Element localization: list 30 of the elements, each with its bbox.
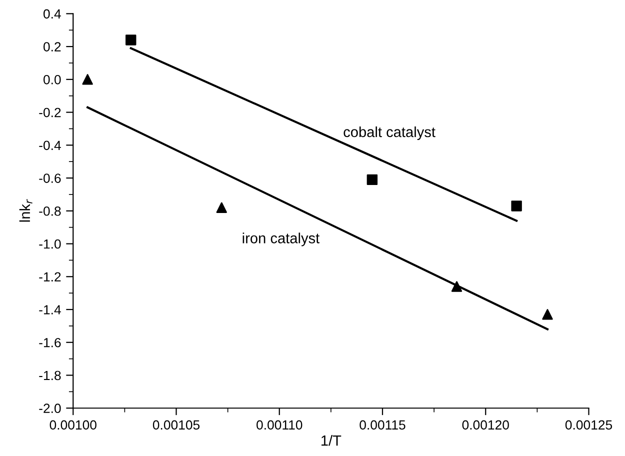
x-tick-label: 0.00120 [462, 420, 509, 430]
series-label: iron catalyst [242, 232, 320, 246]
y-tick-label: -1.8 [39, 370, 61, 380]
y-tick-label: 0.4 [43, 9, 61, 19]
y-tick-label: -1.0 [39, 239, 61, 249]
y-tick-label: -2.0 [39, 404, 61, 414]
point [216, 202, 227, 213]
y-tick-label: -1.6 [39, 338, 61, 348]
point [126, 34, 136, 46]
y-tick-label: -0.4 [39, 140, 61, 150]
series-label: cobalt catalyst [344, 126, 436, 140]
point [511, 200, 522, 212]
point [366, 174, 378, 186]
y-axis-title: lnk$_{r}$ [19, 199, 32, 222]
y-tick-label: -0.6 [39, 174, 61, 183]
x-tick-label: 0.00105 [152, 420, 200, 430]
y-tick-label: -0.2 [39, 108, 61, 118]
point [451, 281, 462, 292]
y-tick-label: 0.2 [43, 42, 61, 52]
y-tick-label: -0.8 [39, 206, 61, 216]
y-tick-label: -1.2 [39, 272, 61, 282]
point [542, 309, 553, 320]
x-axis-title: 1/T [322, 435, 342, 446]
y-tick-label: -1.4 [39, 305, 61, 314]
x-tick-label: 0.00125 [565, 420, 612, 430]
point [82, 74, 93, 85]
x-tick-label: 0.00110 [256, 420, 302, 430]
x-tick-label: 0.00115 [360, 420, 406, 430]
x-tick-label: 0.00100 [50, 420, 96, 430]
y-tick-label: 0.0 [43, 74, 61, 84]
